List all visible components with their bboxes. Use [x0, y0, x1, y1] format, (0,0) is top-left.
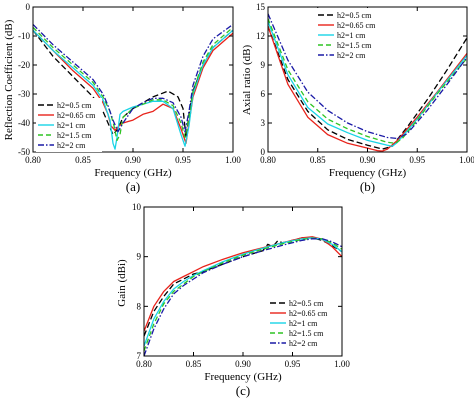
x-tick-label: 0.90: [125, 155, 141, 165]
y-tick-label: 8: [137, 301, 142, 311]
legend-label-1: h2=0.5 cm: [337, 11, 372, 20]
series-line-5: [144, 238, 342, 356]
x-tick-label: 0.85: [75, 155, 91, 165]
series-line-5: [33, 23, 233, 133]
legend-label-4: h2=1.5 cm: [57, 131, 92, 140]
series-line-5: [268, 13, 467, 140]
legend-label-3: h2=1 cm: [289, 319, 318, 328]
x-tick-label: 0.80: [136, 359, 152, 369]
legend-label-2: h2=0.65 cm: [57, 111, 96, 120]
y-tick-label: 3: [261, 118, 266, 128]
y-tick-label: 9: [137, 252, 142, 262]
y-tick-label: -40: [18, 118, 30, 128]
legend-label-1: h2=0.5 cm: [289, 299, 324, 308]
y-tick-label: -50: [18, 147, 30, 157]
series-line-3: [144, 237, 342, 347]
y-tick-label: -30: [18, 89, 30, 99]
y-tick-label: 15: [256, 2, 266, 12]
x-tick-label: 0.95: [409, 155, 425, 165]
x-tick-label: 0.95: [175, 155, 191, 165]
x-axis-label: Frequency (GHz): [329, 167, 407, 179]
x-tick-label: 0.85: [186, 359, 202, 369]
legend-label-3: h2=1 cm: [337, 31, 366, 40]
x-tick-label: 1.00: [225, 155, 241, 165]
x-axis-label: Frequency (GHz): [204, 371, 282, 383]
panel-a-reflection-coefficient: 0.80 0.85 0.90 0.95 1.00 -50 -40 -30 -20 -10 0 Freq…: [3, 2, 241, 194]
panel-label: (b): [360, 179, 375, 194]
series-line-1: [268, 26, 467, 150]
legend-label-2: h2=0.65 cm: [337, 21, 376, 30]
x-tick-label: 1.00: [459, 155, 474, 165]
y-tick-label: 0: [261, 147, 266, 157]
x-tick-label: 0.80: [260, 155, 276, 165]
panel-c-gain: 0.80 0.85 0.90 0.95 1.00 7 8 9 10 Frequency (GHz)…: [116, 202, 350, 398]
x-tick-label: 0.80: [25, 155, 41, 165]
legend-label-5: h2=2 cm: [57, 141, 86, 150]
y-tick-label: 12: [256, 31, 265, 41]
legend-label-5: h2=2 cm: [289, 339, 318, 348]
x-tick-label: 0.90: [360, 155, 376, 165]
series-line-4: [268, 18, 467, 144]
y-tick-label: 7: [137, 351, 142, 361]
y-tick-label: 0: [26, 2, 31, 12]
panel-label: (c): [236, 383, 250, 398]
legend-label-1: h2=0.5 cm: [57, 101, 92, 110]
x-tick-label: 0.85: [310, 155, 326, 165]
legend-label-2: h2=0.65 cm: [289, 309, 328, 318]
y-tick-label: 9: [261, 60, 266, 70]
y-tick-label: -20: [18, 60, 30, 70]
series-line-4: [144, 237, 342, 352]
y-tick-label: -10: [18, 31, 30, 41]
y-tick-label: 10: [132, 202, 142, 212]
series-line-3: [268, 21, 467, 147]
y-axis-label: Axial ratio (dB): [241, 45, 253, 116]
y-tick-label: 6: [261, 89, 266, 99]
x-tick-label: 0.90: [235, 359, 251, 369]
x-tick-label: 0.95: [285, 359, 301, 369]
panel-label: (a): [126, 179, 140, 194]
x-axis-label: Frequency (GHz): [94, 167, 172, 179]
y-axis-label: Reflection Coefficient (dB): [3, 19, 15, 140]
x-tick-label: 1.00: [334, 359, 350, 369]
panel-b-axial-ratio: 0.80 0.85 0.90 0.95 1.00 0 3 6 9 12 15 Frequency (G…: [241, 2, 474, 194]
legend-label-5: h2=2 cm: [337, 51, 366, 60]
legend-label-3: h2=1 cm: [57, 121, 86, 130]
series-line-2: [268, 26, 467, 152]
legend-label-4: h2=1.5 cm: [337, 41, 372, 50]
legend-label-4: h2=1.5 cm: [289, 329, 324, 338]
y-axis-label: Gain (dBi): [116, 259, 128, 307]
series-line-3: [33, 29, 233, 150]
